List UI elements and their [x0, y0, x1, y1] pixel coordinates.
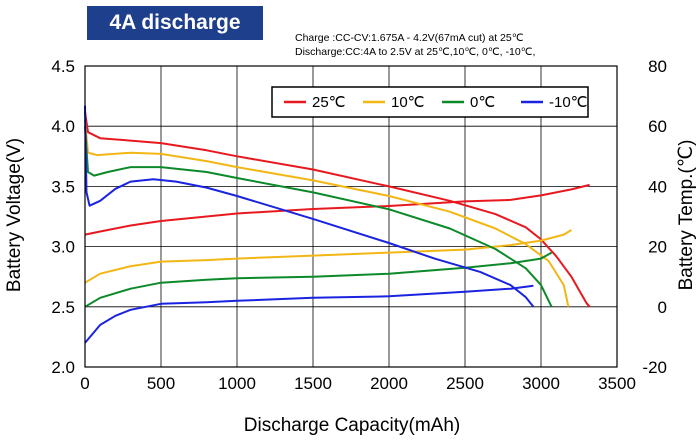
- voltage-curve-1: [84, 120, 570, 308]
- y2-axis-title: Battery Temp.(℃): [676, 140, 697, 291]
- y2-tick-label: -20: [642, 358, 667, 377]
- x-tick-label: 1500: [294, 374, 332, 393]
- x-axis-title: Discharge Capacity(mAh): [244, 415, 460, 436]
- x-tick-label: 2500: [446, 374, 484, 393]
- plot-frame: [84, 65, 618, 368]
- legend-label: 25℃: [312, 94, 346, 111]
- y2-tick-label: 0: [658, 298, 667, 317]
- y2-tick-label: 60: [648, 117, 667, 136]
- x-tick-label: 500: [147, 374, 175, 393]
- y2-tick-label: 40: [648, 177, 667, 196]
- y-tick-label: 3.0: [51, 238, 75, 257]
- discharge-condition-note: Discharge:CC:4A to 2.5V at 25℃,10℃, 0℃, …: [295, 46, 536, 58]
- legend: 25℃ 10℃ 0℃ -10℃: [271, 86, 589, 118]
- x-tick-label: 3500: [598, 374, 636, 393]
- y-axis-title: Battery Voltage(V): [4, 138, 25, 292]
- legend-label: -10℃: [549, 94, 588, 111]
- voltage-curve-3: [84, 105, 535, 308]
- curves: [84, 105, 591, 344]
- plot-border: [84, 65, 618, 368]
- ticks: 0 500 1000 1500 2000 2500 3000 3500 2.0 2.5 3.0 3.5…: [51, 57, 667, 393]
- temperature-curve-0: [84, 183, 590, 236]
- chart-title-badge: 4A discharge: [87, 6, 263, 40]
- y-tick-label: 4.0: [51, 117, 75, 136]
- temperature-curve-2: [84, 251, 553, 308]
- y-tick-label: 3.5: [51, 177, 75, 196]
- x-tick-label: 0: [80, 374, 89, 393]
- charge-condition-note: Charge :CC-CV:1.675A - 4.2V(67mA cut) at…: [295, 32, 524, 44]
- x-tick-label: 1000: [218, 374, 256, 393]
- x-tick-label: 2000: [370, 374, 408, 393]
- temperature-curve-1: [84, 229, 572, 284]
- temperature-curve-3: [84, 284, 534, 344]
- y2-tick-label: 20: [648, 238, 667, 257]
- voltage-curve-0: [84, 111, 591, 308]
- legend-label: 10℃: [391, 94, 425, 111]
- y-tick-label: 2.5: [51, 298, 75, 317]
- legend-label: 0℃: [470, 94, 495, 111]
- y2-tick-label: 80: [648, 57, 667, 76]
- x-tick-label: 3000: [522, 374, 560, 393]
- y-tick-label: 4.5: [51, 57, 75, 76]
- y-tick-label: 2.0: [51, 358, 75, 377]
